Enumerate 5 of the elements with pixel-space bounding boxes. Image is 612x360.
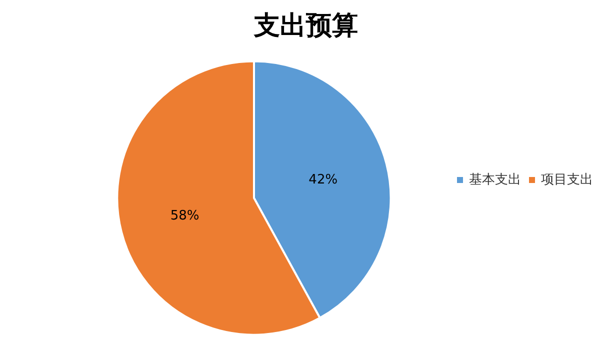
data-label: 42% xyxy=(308,172,338,188)
chart-title: 支出预算 xyxy=(253,11,358,41)
legend-label: 基本支出 xyxy=(469,172,521,188)
data-label: 58% xyxy=(170,208,200,224)
legend-label: 项目支出 xyxy=(541,172,593,188)
